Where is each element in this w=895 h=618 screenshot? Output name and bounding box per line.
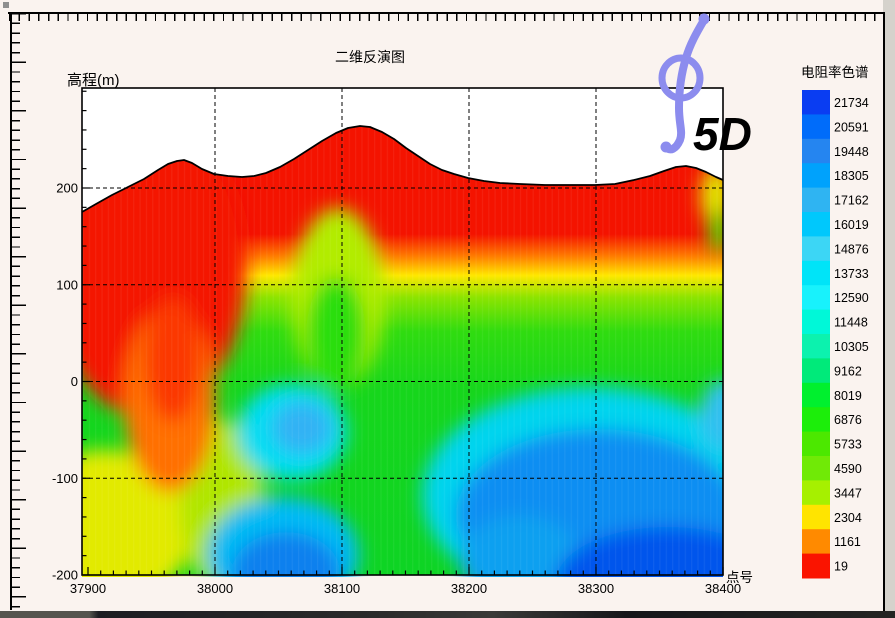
colorbar-swatch bbox=[802, 163, 830, 189]
colorbar-swatch bbox=[802, 504, 830, 530]
colorbar-value: 18305 bbox=[834, 169, 869, 183]
terrain-surface bbox=[81, 125, 724, 213]
colorbar-swatch bbox=[802, 529, 830, 555]
resistivity-field bbox=[82, 126, 723, 577]
colorbar-swatch bbox=[802, 114, 830, 140]
colorbar-title: 电阻率色谱 bbox=[801, 64, 869, 80]
x-tick-label: 38000 bbox=[197, 581, 233, 596]
axis-ticks bbox=[82, 90, 724, 576]
colorbar-value: 20591 bbox=[834, 120, 869, 134]
colorbar-value: 1161 bbox=[834, 535, 861, 549]
colorbar-value: 3447 bbox=[834, 486, 862, 500]
colorbar-swatch bbox=[802, 187, 830, 213]
colorbar-swatch bbox=[802, 480, 830, 506]
colorbar-value: 13733 bbox=[834, 267, 869, 281]
colorbar-value: 14876 bbox=[834, 242, 869, 256]
ruler-origin-box bbox=[3, 2, 9, 8]
ruler-left bbox=[10, 12, 12, 610]
x-tick-label: 38200 bbox=[451, 581, 487, 596]
colorbar-swatch bbox=[802, 553, 830, 579]
colorbar-swatch bbox=[802, 431, 830, 457]
x-tick-label: 38300 bbox=[578, 581, 614, 596]
colorbar-value: 21734 bbox=[834, 96, 869, 110]
colorbar-swatch bbox=[802, 358, 830, 384]
x-tick-label: 38400 bbox=[705, 581, 741, 596]
ruler-top-ticks bbox=[9, 14, 883, 21]
y-tick-label: 200 bbox=[56, 181, 78, 196]
colorbar-value: 6876 bbox=[834, 413, 862, 427]
canvas-right-border bbox=[883, 12, 885, 611]
colorbar-value: 4590 bbox=[834, 462, 862, 476]
y-axis-title: 高程(m) bbox=[67, 72, 120, 89]
logo-5d: 5D bbox=[658, 13, 752, 160]
colorbar-value: 8019 bbox=[834, 389, 862, 403]
colorbar-swatch bbox=[802, 334, 830, 359]
colorbar-swatch bbox=[802, 212, 830, 237]
colorbar-value: 5733 bbox=[834, 438, 862, 452]
integral-icon bbox=[662, 16, 708, 154]
y-tick-label: -200 bbox=[52, 568, 78, 583]
x-tick-label: 37900 bbox=[70, 581, 106, 596]
colorbar-swatch bbox=[802, 382, 830, 408]
colorbar-swatch bbox=[802, 90, 830, 115]
colorbar-value: 9162 bbox=[834, 364, 862, 378]
logo-text: 5D bbox=[693, 108, 752, 160]
colorbar-swatch bbox=[802, 456, 830, 481]
plot-title: 二维反演图 bbox=[335, 49, 405, 65]
colorbar-swatch bbox=[802, 407, 830, 433]
gridlines bbox=[82, 88, 723, 575]
plot-frame bbox=[81, 87, 724, 576]
colorbar: 21734 20591 19448 18305 17162 16019 14876 13733… bbox=[802, 90, 869, 579]
colorbar-value: 16019 bbox=[834, 218, 869, 232]
y-tick-label: 0 bbox=[71, 374, 78, 389]
ruler-left-ticks-long bbox=[12, 13, 26, 610]
ruler-top bbox=[8, 12, 883, 14]
colorbar-value: 2304 bbox=[834, 511, 862, 525]
colorbar-swatch bbox=[802, 236, 830, 262]
colorbar-value: 10305 bbox=[834, 340, 869, 354]
colorbar-swatch bbox=[802, 260, 830, 286]
colorbar-value: 17162 bbox=[834, 194, 869, 208]
y-tick-label: 100 bbox=[56, 277, 78, 292]
colorbar-swatch bbox=[802, 309, 830, 335]
colorbar-swatch bbox=[802, 138, 830, 164]
taskbar-strip bbox=[0, 611, 895, 618]
integral-dot-bottom bbox=[660, 141, 672, 153]
colorbar-value: 12590 bbox=[834, 291, 869, 305]
axis-tick-labels: 37900 38000 38100 38200 38300 38400 200 100 0 -10… bbox=[52, 181, 741, 597]
colorbar-value: 19448 bbox=[834, 145, 869, 159]
drawing-canvas[interactable]: 37900 38000 38100 38200 38300 38400 200 100 0 -10… bbox=[0, 0, 883, 611]
y-tick-label: -100 bbox=[52, 471, 78, 486]
colorbar-swatch bbox=[802, 285, 830, 311]
integral-dot-top bbox=[698, 13, 710, 25]
x-axis-title: 点号 bbox=[726, 570, 753, 585]
colorbar-value: 11448 bbox=[834, 316, 868, 330]
colorbar-value: 19 bbox=[834, 560, 848, 574]
x-tick-label: 38100 bbox=[324, 581, 360, 596]
